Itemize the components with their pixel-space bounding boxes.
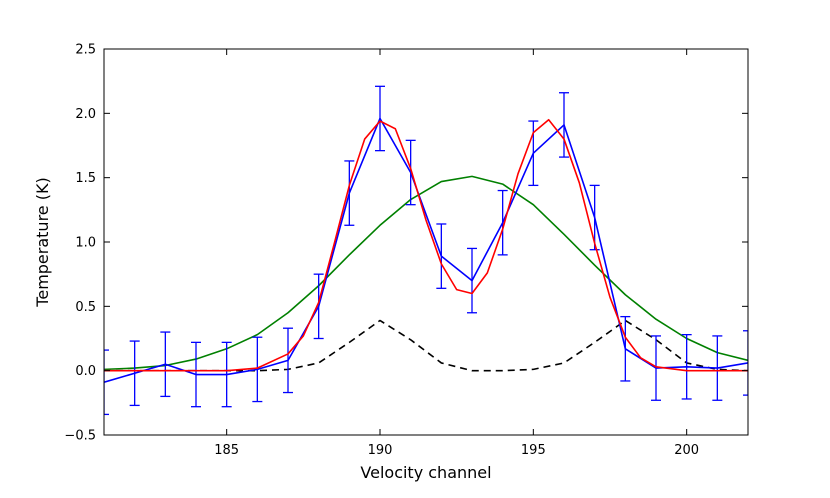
series-observed xyxy=(104,85,748,416)
x-axis-label: Velocity channel xyxy=(360,463,491,482)
series-broad-component xyxy=(104,175,748,371)
x-tick-label: 200 xyxy=(674,443,699,458)
y-tick-label: 1.5 xyxy=(75,171,96,186)
y-tick-label: 0.0 xyxy=(75,364,96,379)
series-two-component-fit xyxy=(104,118,748,372)
series-line-baseline xyxy=(104,319,748,372)
x-tick-label: 195 xyxy=(521,443,546,458)
y-axis-label: Temperature (K) xyxy=(33,177,52,307)
series-line-two-component-fit xyxy=(104,118,748,372)
y-tick-label: 2.5 xyxy=(75,43,96,58)
y-tick-label: −0.5 xyxy=(64,429,96,444)
series-line-broad-component xyxy=(104,175,748,371)
x-tick-label: 185 xyxy=(214,443,239,458)
ticks-layer: 185 190 195 200 −0.5 0.0 0.5 1.0 1.5 2.0 2.5 xyxy=(64,43,748,458)
series-layer xyxy=(104,85,748,416)
y-tick-label: 2.0 xyxy=(75,107,96,122)
y-tick-label: 1.0 xyxy=(75,236,96,251)
series-baseline xyxy=(104,319,748,372)
y-tick-label: 0.5 xyxy=(75,300,96,315)
plot-frame xyxy=(103,48,749,436)
x-tick-label: 190 xyxy=(368,443,393,458)
